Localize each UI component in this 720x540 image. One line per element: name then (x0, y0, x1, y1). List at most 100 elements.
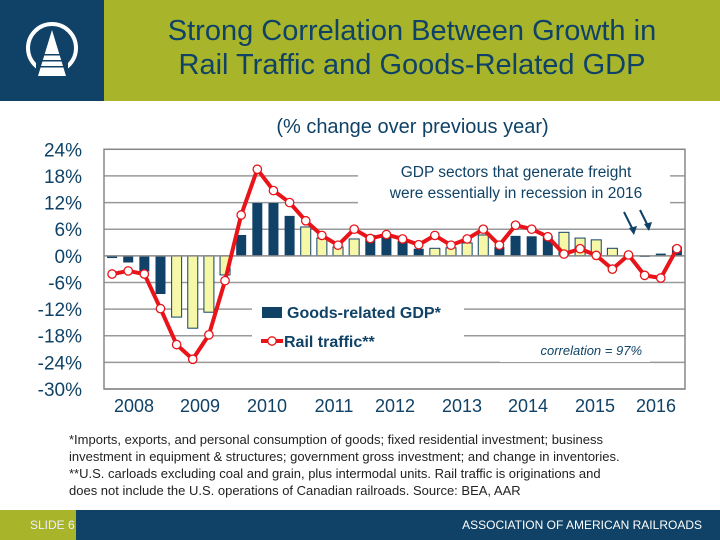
gdp-bar (655, 253, 666, 256)
correlation-background (500, 338, 650, 362)
rail-traffic-point (220, 275, 230, 286)
rail-traffic-point (655, 273, 666, 283)
rail-traffic-point (155, 303, 166, 314)
gdp-bar (461, 242, 473, 257)
rail-traffic-point (478, 224, 489, 235)
rail-traffic-point (429, 230, 440, 241)
rail-traffic-point (462, 234, 472, 244)
rail-traffic-point (123, 266, 134, 276)
rail-traffic-point (672, 243, 682, 254)
rail-traffic-point (187, 354, 198, 365)
plot-area (103, 148, 686, 390)
organization-name: ASSOCIATION OF AMERICAN RAILROADS (462, 518, 702, 532)
footer-left (0, 510, 76, 540)
legend-label-rail: Rail traffic** (284, 334, 375, 351)
slide-title: Strong Correlation Between Growth in Rai… (104, 14, 720, 82)
rail-traffic-point (204, 329, 214, 340)
rail-traffic-point (381, 229, 392, 240)
rail-traffic-point (575, 243, 585, 254)
gdp-bar (139, 255, 150, 272)
gdp-bar (494, 246, 505, 256)
x-tick-label: 2015 (575, 396, 615, 416)
gdp-bar (123, 255, 134, 263)
gdp-bar (429, 247, 441, 257)
rail-traffic-point (413, 239, 424, 250)
y-tick-label: -18% (38, 327, 82, 348)
gdp-bar (606, 247, 618, 257)
rail-traffic-point (236, 210, 247, 220)
title-line-1: Strong Correlation Between Growth in (167, 15, 657, 47)
rail-traffic-point (542, 231, 553, 242)
rail-traffic-point (526, 224, 537, 235)
y-tick-label: 24% (44, 140, 82, 161)
y-tick-label: 18% (44, 167, 82, 188)
footer-right (76, 510, 720, 540)
y-tick-label: -12% (38, 300, 82, 321)
aar-logo-icon (26, 22, 78, 78)
slide-number: SLIDE 6 (30, 518, 75, 532)
rail-traffic-point (446, 240, 456, 251)
rail-traffic-point (349, 224, 360, 235)
rail-traffic-point (107, 269, 117, 279)
gdp-bar (477, 234, 489, 257)
x-tick-label: 2013 (442, 396, 482, 416)
gdp-bar (284, 215, 295, 256)
x-tick-label: 2011 (315, 396, 354, 416)
rail-traffic-point (623, 250, 634, 260)
annotation-background (358, 156, 670, 206)
gdp-bar (510, 235, 521, 256)
gdp-bar (187, 255, 199, 329)
chart-subtitle: (% change over previous year) (276, 116, 549, 138)
y-tick-label: 12% (44, 194, 82, 215)
y-tick-label: 6% (55, 220, 83, 241)
logo-panel (0, 0, 104, 101)
arrow-head-icon (644, 222, 652, 231)
y-tick-label: 0% (55, 247, 83, 268)
gdp-bar (203, 255, 215, 313)
rail-traffic-point (171, 339, 182, 350)
gdp-bar (252, 203, 263, 256)
header-bar (104, 0, 720, 101)
gdp-bar (300, 226, 312, 257)
gdp-bar (348, 238, 360, 257)
correlation-label: correlation = 97% (540, 343, 642, 358)
rail-traffic-point (607, 264, 618, 274)
gdp-bar (155, 255, 166, 295)
legend-background (252, 296, 464, 356)
rail-traffic-point (559, 249, 569, 259)
rail-traffic-point (300, 215, 311, 226)
gdp-bar (397, 240, 408, 256)
footnote-line: does not include the U.S. operations of … (69, 483, 521, 498)
gdp-bar (236, 234, 247, 256)
annotation-text: GDP sectors that generate freight (401, 164, 632, 181)
gdp-bar (365, 234, 376, 256)
rail-traffic-point (139, 269, 150, 279)
x-tick-label: 2009 (180, 396, 220, 416)
gdp-bar (268, 203, 279, 256)
legend-point-swatch (267, 336, 277, 346)
x-tick-label: 2008 (114, 396, 154, 416)
y-tick-label: -24% (38, 353, 82, 374)
footnote-line: **U.S. carloads excluding coal and grain… (69, 466, 601, 481)
x-tick-label: 2016 (636, 396, 676, 416)
title-line-2: Rail Traffic and Goods-Related GDP (178, 49, 646, 81)
rail-traffic-point (365, 233, 376, 244)
gdp-bar (316, 237, 328, 257)
legend-bar-swatch (262, 307, 282, 318)
x-tick-label: 2014 (508, 396, 548, 416)
annotation-text: were essentially in recession in 2016 (389, 185, 642, 202)
legend-label-gdp: Goods-related GDP* (287, 305, 442, 322)
gdp-bar (107, 255, 118, 259)
rail-traffic-point (284, 197, 295, 208)
rail-traffic-point (252, 164, 263, 175)
gdp-bar (542, 236, 553, 256)
arrow-head-icon (629, 226, 637, 235)
y-tick-label: -30% (38, 380, 82, 401)
gdp-bar (413, 248, 424, 256)
x-tick-label: 2010 (247, 396, 287, 416)
rail-traffic-point (397, 234, 408, 244)
gdp-bar (526, 236, 537, 256)
gdp-bar (381, 236, 392, 256)
x-tick-label: 2012 (375, 396, 415, 416)
